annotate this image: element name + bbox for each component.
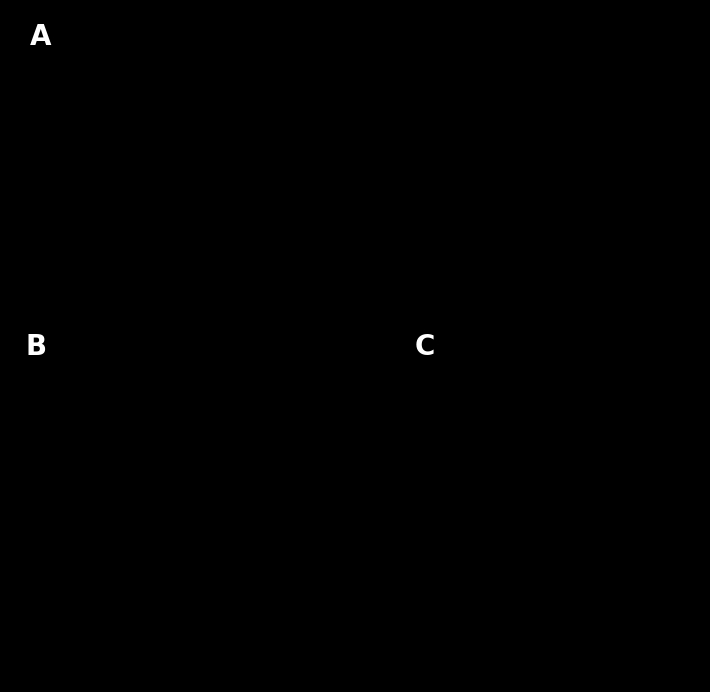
- Text: A: A: [30, 23, 52, 51]
- Text: C: C: [415, 333, 435, 361]
- Text: B: B: [25, 333, 46, 361]
